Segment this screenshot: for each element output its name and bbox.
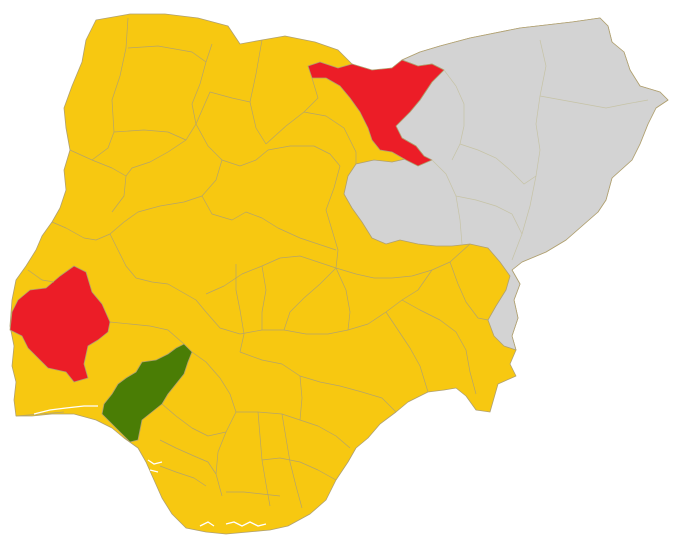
northern-red-region[interactable] (307, 59, 445, 167)
western-red-region[interactable] (9, 265, 111, 383)
state-borders (15, 17, 489, 509)
coastline-detail (33, 405, 267, 527)
southwest-green-region[interactable] (101, 343, 193, 443)
northeast-state-borders (431, 39, 649, 261)
